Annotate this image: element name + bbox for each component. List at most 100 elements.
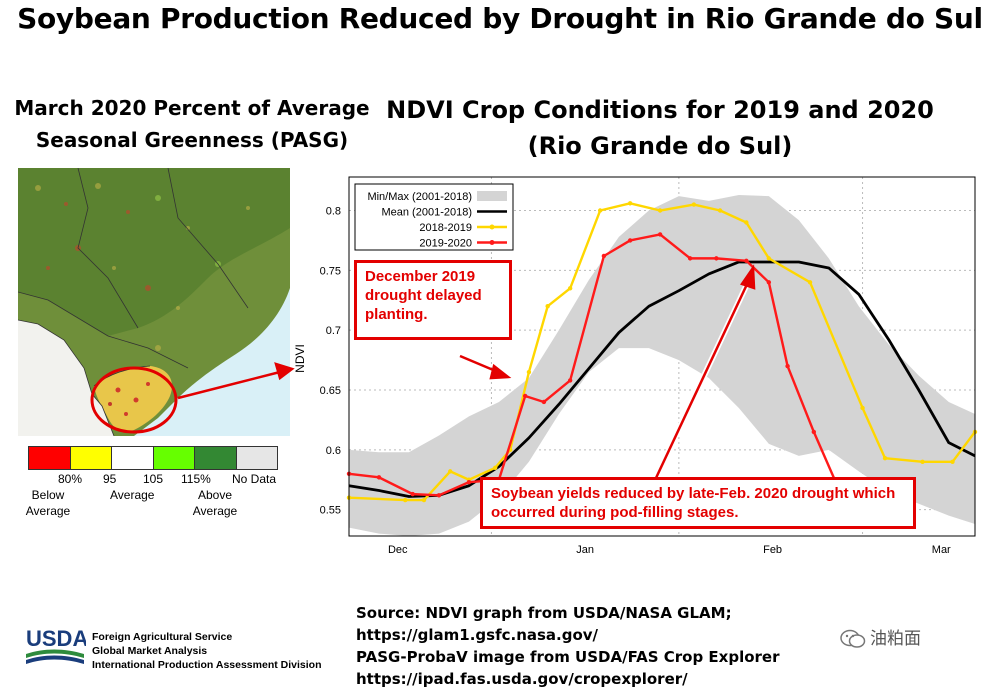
data-point: [717, 208, 723, 213]
legend-tick-105: 105: [143, 472, 164, 486]
legend-below-average: Below Average: [24, 487, 72, 519]
plot-frame: [348, 176, 976, 537]
source-line2: PASG-ProbaV image from USDA/FAS Crop Exp…: [356, 648, 780, 666]
data-point: [526, 369, 532, 375]
page-title: Soybean Production Reduced by Drought in…: [17, 2, 983, 35]
data-point: [766, 280, 772, 285]
data-point: [522, 393, 528, 399]
data-point: [657, 232, 663, 237]
data-point: [691, 202, 697, 207]
data-point: [920, 459, 925, 465]
december-callout: December 2019 drought delayed planting.: [354, 260, 512, 340]
pasg-legend-bar: [28, 446, 278, 470]
source-line3: https://ipad.fas.usda.gov/cropexplorer/: [356, 670, 688, 688]
data-point: [687, 256, 693, 261]
map-neighbors: [18, 320, 114, 436]
data-point: [466, 479, 472, 485]
usda-logo: USDA: [26, 626, 86, 664]
legend-swatch-marker: [489, 224, 495, 230]
usda-agency-text: Foreign Agricultural Service Global Mark…: [92, 630, 322, 672]
source-line1: Source: NDVI graph from USDA/NASA GLAM; …: [356, 604, 732, 644]
legend-label: Mean (2001-2018): [381, 207, 472, 219]
data-point: [541, 399, 547, 405]
legend-label: Min/Max (2001-2018): [367, 191, 472, 203]
usda-line3: International Production Assessment Divi…: [92, 659, 322, 671]
legend-label: 2019-2020: [419, 238, 472, 250]
legend-no-data: No Data: [232, 472, 277, 486]
x-tick-label: Dec: [388, 544, 408, 556]
y-tick-label: 0.55: [320, 505, 341, 517]
series-2019-2020-line: [348, 233, 859, 497]
y-tick-label: 0.7: [326, 325, 341, 337]
chart-plot: 0.55 0.6 0.65 0.7 0.75 0.8 Dec Jan Feb Mar NDVI Min…: [293, 176, 978, 556]
y-axis-label: NDVI: [293, 344, 307, 373]
legend-swatch-light-green: [153, 447, 195, 469]
pasg-map: [18, 168, 290, 436]
data-point: [950, 459, 955, 465]
soybean-callout: Soybean yields reduced by late-Feb. 2020…: [480, 477, 916, 529]
data-point: [882, 456, 888, 461]
legend-swatch-white: [112, 447, 154, 469]
series-minmax-band: [349, 194, 975, 536]
data-point: [627, 238, 633, 243]
legend-swatch-minmax: [477, 191, 507, 201]
usda-logo-text: USDA: [26, 626, 86, 651]
y-tick-label: 0.65: [320, 385, 341, 397]
data-point: [744, 258, 749, 263]
map-to-chart-arrowhead: [274, 362, 295, 381]
data-point: [403, 497, 408, 503]
data-point: [744, 220, 749, 225]
y-tick-label: 0.6: [326, 445, 341, 457]
data-point: [785, 363, 790, 369]
x-tick-label: Jan: [576, 544, 594, 556]
legend-below-line2: Average: [25, 504, 71, 518]
soybean-arrowhead: [740, 264, 756, 290]
data-point: [860, 405, 865, 411]
legend-tick-80: 80%: [58, 472, 83, 486]
data-point: [545, 304, 550, 309]
data-point: [567, 378, 573, 383]
legend-swatch-red: [29, 447, 71, 469]
legend-above-average: Above Average: [190, 487, 240, 519]
data-point: [567, 286, 573, 291]
legend-above-line1: Above: [197, 488, 233, 502]
data-point: [436, 493, 442, 498]
data-point: [807, 280, 813, 285]
data-point: [657, 208, 663, 213]
data-point: [597, 208, 603, 213]
december-arrowhead: [489, 363, 512, 380]
data-point: [376, 475, 382, 480]
wechat-icon: [840, 629, 866, 648]
data-point: [601, 253, 607, 259]
usda-line2: Global Market Analysis: [92, 645, 208, 657]
x-tick-label: Mar: [932, 544, 951, 556]
map-rgs-speckle: [108, 382, 150, 416]
data-point: [410, 491, 415, 497]
series-mean-line: [348, 260, 976, 498]
data-point: [766, 256, 772, 261]
map-title-line1: March 2020 Percent of Average: [14, 96, 370, 120]
legend-tick-95: 95: [103, 472, 117, 486]
data-point: [421, 497, 427, 503]
legend-swatch-no-data: [236, 447, 277, 469]
usda-line1: Foreign Agricultural Service: [92, 631, 233, 643]
december-arrow: [459, 354, 499, 374]
annotation-arrows: [177, 264, 756, 480]
map-land-dark: [18, 168, 290, 336]
wechat-label: 油粕面: [870, 629, 921, 649]
data-point: [811, 429, 817, 435]
chart-title: NDVI Crop Conditions for 2019 and 2020 (…: [380, 92, 940, 164]
chart-title-line1: NDVI Crop Conditions for 2019 and 2020: [386, 96, 934, 124]
data-point: [448, 469, 453, 474]
legend-swatch-yellow: [70, 447, 112, 469]
legend-average: Average: [110, 488, 155, 502]
legend-swatch-dark-green: [195, 447, 237, 469]
map-title: March 2020 Percent of Average Seasonal G…: [6, 92, 378, 156]
usda-logo-swoosh2: [26, 655, 84, 664]
map-to-chart-arrow: [177, 370, 281, 400]
usda-logo-swoosh: [26, 649, 84, 658]
legend-tick-115: 115%: [181, 472, 211, 486]
map-title-line2: Seasonal Greenness (PASG): [35, 128, 349, 152]
legend-swatch-marker: [489, 240, 495, 245]
data-point: [492, 465, 498, 470]
